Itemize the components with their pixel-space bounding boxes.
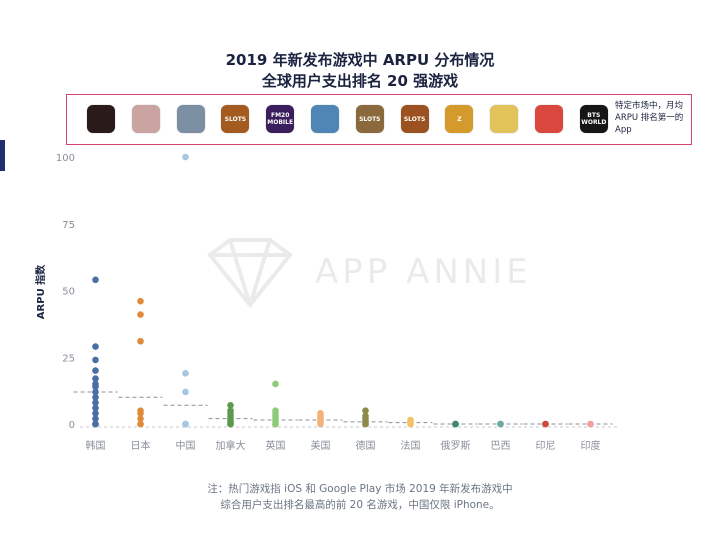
data-point: [317, 420, 324, 428]
bts-world-icon: BTS WORLD: [579, 105, 608, 133]
data-point: [227, 402, 234, 409]
data-point: [92, 394, 99, 401]
x-tick-label: 印尼: [536, 440, 556, 452]
fm-mobile-icon: FM20 MOBILE: [266, 105, 295, 133]
data-point: [362, 407, 369, 414]
icon-legend-note: 特定市场中，月均 ARPU 排名第一的 App: [615, 101, 684, 135]
data-point: [182, 153, 189, 161]
app-icon-text: Z: [457, 115, 462, 123]
x-tick-label: 加拿大: [216, 439, 246, 452]
data-point: [452, 420, 459, 428]
data-point: [407, 420, 414, 428]
data-point: [272, 420, 279, 428]
data-point: [362, 420, 369, 428]
red-bird-game-icon: [535, 105, 563, 133]
data-point: [92, 276, 99, 284]
app-icon-text: BTS WORLD: [581, 112, 607, 126]
data-point: [137, 311, 144, 318]
dark-rpg-game-icon: [87, 105, 115, 133]
app-icon-text: SLOTS: [224, 115, 247, 123]
data-point: [92, 383, 99, 390]
data-point: [272, 380, 279, 388]
y-tick-label: 75: [62, 220, 75, 231]
data-point: [92, 343, 99, 350]
app-icon-text: SLOTS: [359, 115, 381, 123]
data-point: [227, 420, 234, 428]
chart-subtitle: 全球用户支出排名 20 强游戏: [261, 72, 459, 90]
x-tick-label: 法国: [401, 439, 421, 452]
x-tick-label: 俄罗斯: [441, 439, 471, 452]
data-point: [182, 420, 189, 428]
x-tick-label: 中国: [176, 439, 196, 452]
data-point: [92, 410, 99, 417]
tiger-game-icon: [176, 105, 205, 133]
slots-dinosaur-icon: SLOTS: [221, 105, 250, 133]
y-tick-label: 50: [62, 287, 75, 298]
y-tick-label: 25: [62, 353, 75, 364]
z-letter-game-icon: Z: [445, 105, 474, 133]
footnote-line-2: 综合用户支出排名最高的前 20 名游戏，中国仅限 iPhone。: [220, 499, 500, 511]
data-point: [542, 420, 549, 428]
app-icon-text: FM20 MOBILE: [267, 112, 294, 126]
data-point: [182, 388, 189, 396]
data-point: [497, 420, 504, 428]
data-point: [92, 375, 99, 382]
x-tick-label: 英国: [266, 439, 286, 452]
data-point: [137, 410, 144, 417]
slots-ring-icon: SLOTS: [355, 105, 384, 133]
shark-game-icon: [311, 105, 339, 133]
data-point: [92, 420, 99, 428]
data-point: [92, 404, 99, 412]
x-tick-label: 韩国: [86, 439, 106, 452]
data-point: [92, 367, 99, 374]
side-tab-marker: [0, 140, 5, 171]
slots-dinosaur-icon: SLOTS: [400, 105, 429, 133]
y-tick-label: 0: [69, 420, 75, 431]
app-icon-legend: 特定市场中，月均 ARPU 排名第一的 App SLOTS FM20 MOBILE…: [66, 94, 692, 145]
data-point: [137, 297, 144, 305]
data-point: [92, 388, 99, 396]
puzzle-character-icon: [490, 105, 519, 133]
data-point: [137, 337, 144, 345]
x-tick-label: 美国: [311, 439, 331, 452]
data-point: [92, 356, 99, 364]
watermark-diamond-icon: [207, 238, 293, 309]
anime-girl-game-icon: [131, 105, 160, 133]
x-tick-label: 印度: [581, 439, 601, 452]
footnote-line-1: 注：热门游戏指 iOS 和 Google Play 市场 2019 年新发布游戏…: [207, 483, 513, 495]
y-tick-label: 100: [56, 153, 75, 164]
data-point: [137, 415, 144, 422]
data-point: [182, 369, 189, 377]
data-point: [137, 420, 144, 428]
x-tick-label: 日本: [131, 439, 151, 452]
data-point: [587, 420, 594, 428]
chart-title: 2019 年新发布游戏中 ARPU 分布情况: [225, 51, 495, 69]
x-tick-label: 德国: [356, 439, 376, 452]
app-icon-text: SLOTS: [403, 115, 426, 123]
y-axis-label: ARPU 指数: [34, 264, 47, 319]
watermark-text: APP ANNIE: [315, 252, 532, 292]
x-tick-label: 巴西: [491, 440, 511, 452]
watermark-logo: APP ANNIE: [207, 238, 532, 309]
data-point: [92, 415, 99, 422]
data-point: [92, 399, 99, 406]
